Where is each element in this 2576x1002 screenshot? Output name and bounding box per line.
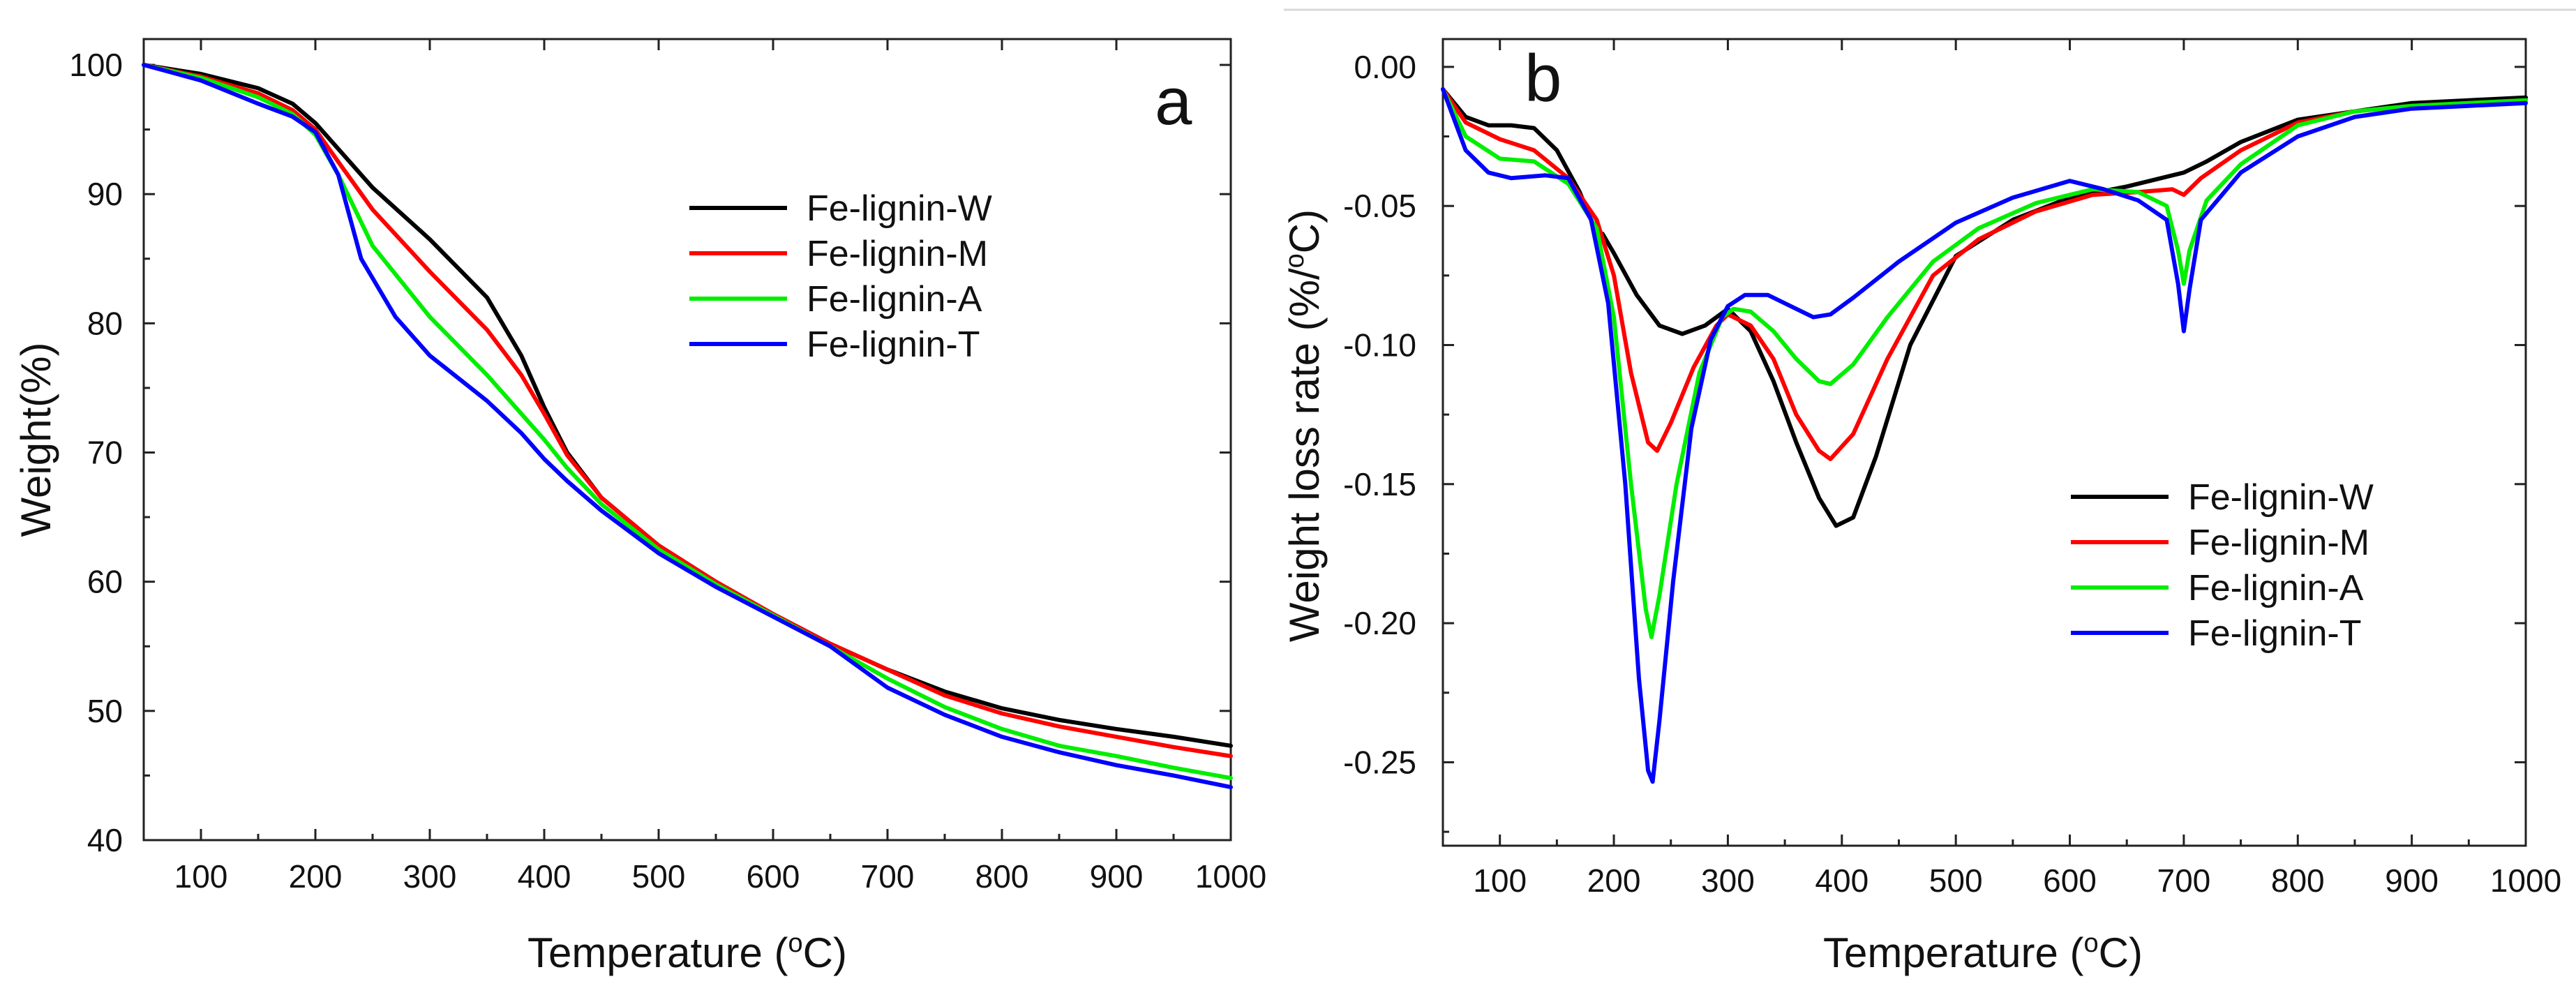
y-tick-label: 100 <box>69 47 123 83</box>
x-axis-title: Temperature (oC) <box>1823 929 2143 976</box>
x-tick-label: 800 <box>975 858 1029 895</box>
series-line-fe-lignin-m <box>1441 87 2528 461</box>
x-tick-label: 500 <box>1929 862 1983 899</box>
y-tick-label: -0.20 <box>1343 605 1416 641</box>
y-tick-label: 60 <box>87 564 123 600</box>
x-tick-label: 100 <box>1473 862 1527 899</box>
y-tick-label: 40 <box>87 822 123 858</box>
legend-label: Fe-lignin-M <box>2188 523 2369 563</box>
x-tick-label: 600 <box>747 858 800 895</box>
series-line-fe-lignin-m <box>142 63 1233 758</box>
y-tick-label: 0.00 <box>1354 49 1416 85</box>
panel-b: 100 200 300 400 500 600 700 800 900 1000 0.00 -0.05… <box>1280 38 2561 976</box>
panel-a: 100 200 300 400 500 600 700 800 900 1000 40 50 60 70 8… <box>13 38 1266 976</box>
x-tick-label: 300 <box>1701 862 1755 899</box>
y-tick-label: 80 <box>87 305 123 341</box>
x-axis-title: Temperature (oC) <box>527 929 847 976</box>
series-line-fe-lignin-a <box>142 63 1233 781</box>
x-tick-label: 1000 <box>2490 862 2561 899</box>
x-tick-label: 900 <box>2385 862 2439 899</box>
y-tick-label: -0.05 <box>1343 188 1416 224</box>
x-tick-label: 800 <box>2271 862 2325 899</box>
x-tick-label: 900 <box>1090 858 1144 895</box>
legend-label: Fe-lignin-W <box>2188 477 2374 518</box>
x-tick-label: 400 <box>1815 862 1869 899</box>
legend-label: Fe-lignin-T <box>2188 613 2362 654</box>
panel-letter: b <box>1525 41 1562 116</box>
x-tick-label: 400 <box>518 858 571 895</box>
x-tick-label: 500 <box>632 858 686 895</box>
x-tick-label: 600 <box>2043 862 2097 899</box>
series-line-fe-lignin-t <box>1441 87 2528 784</box>
y-tick-label: -0.10 <box>1343 327 1416 363</box>
x-tick-label: 200 <box>1587 862 1641 899</box>
panel-letter: a <box>1155 64 1192 139</box>
x-tick-label: 300 <box>403 858 457 895</box>
plot-frame <box>1441 38 2527 847</box>
y-tick-label: -0.25 <box>1343 744 1416 780</box>
y-tick-label: -0.15 <box>1343 466 1416 502</box>
x-tick-label: 700 <box>861 858 915 895</box>
series-line-fe-lignin-w <box>142 63 1233 748</box>
legend-label: Fe-lignin-T <box>807 324 980 365</box>
legend-label: Fe-lignin-M <box>807 234 988 274</box>
y-axis-title: Weight loss rate (%/oC) <box>1280 209 1328 642</box>
legend-label: Fe-lignin-W <box>807 188 992 229</box>
series-line-fe-lignin-w <box>1441 87 2528 528</box>
y-tick-label: 50 <box>87 693 123 729</box>
x-tick-label: 700 <box>2157 862 2211 899</box>
legend-label: Fe-lignin-A <box>807 279 982 320</box>
plot-frame <box>142 38 1232 842</box>
y-tick-label: 90 <box>87 176 123 212</box>
legend-label: Fe-lignin-A <box>2188 568 2364 608</box>
x-tick-label: 100 <box>174 858 228 895</box>
series-line-fe-lignin-t <box>142 63 1233 790</box>
y-tick-label: 70 <box>87 435 123 471</box>
x-tick-label: 1000 <box>1195 858 1266 895</box>
x-tick-label: 200 <box>289 858 343 895</box>
y-axis-title: Weight(%) <box>13 343 59 537</box>
series-line-fe-lignin-a <box>1441 87 2528 639</box>
